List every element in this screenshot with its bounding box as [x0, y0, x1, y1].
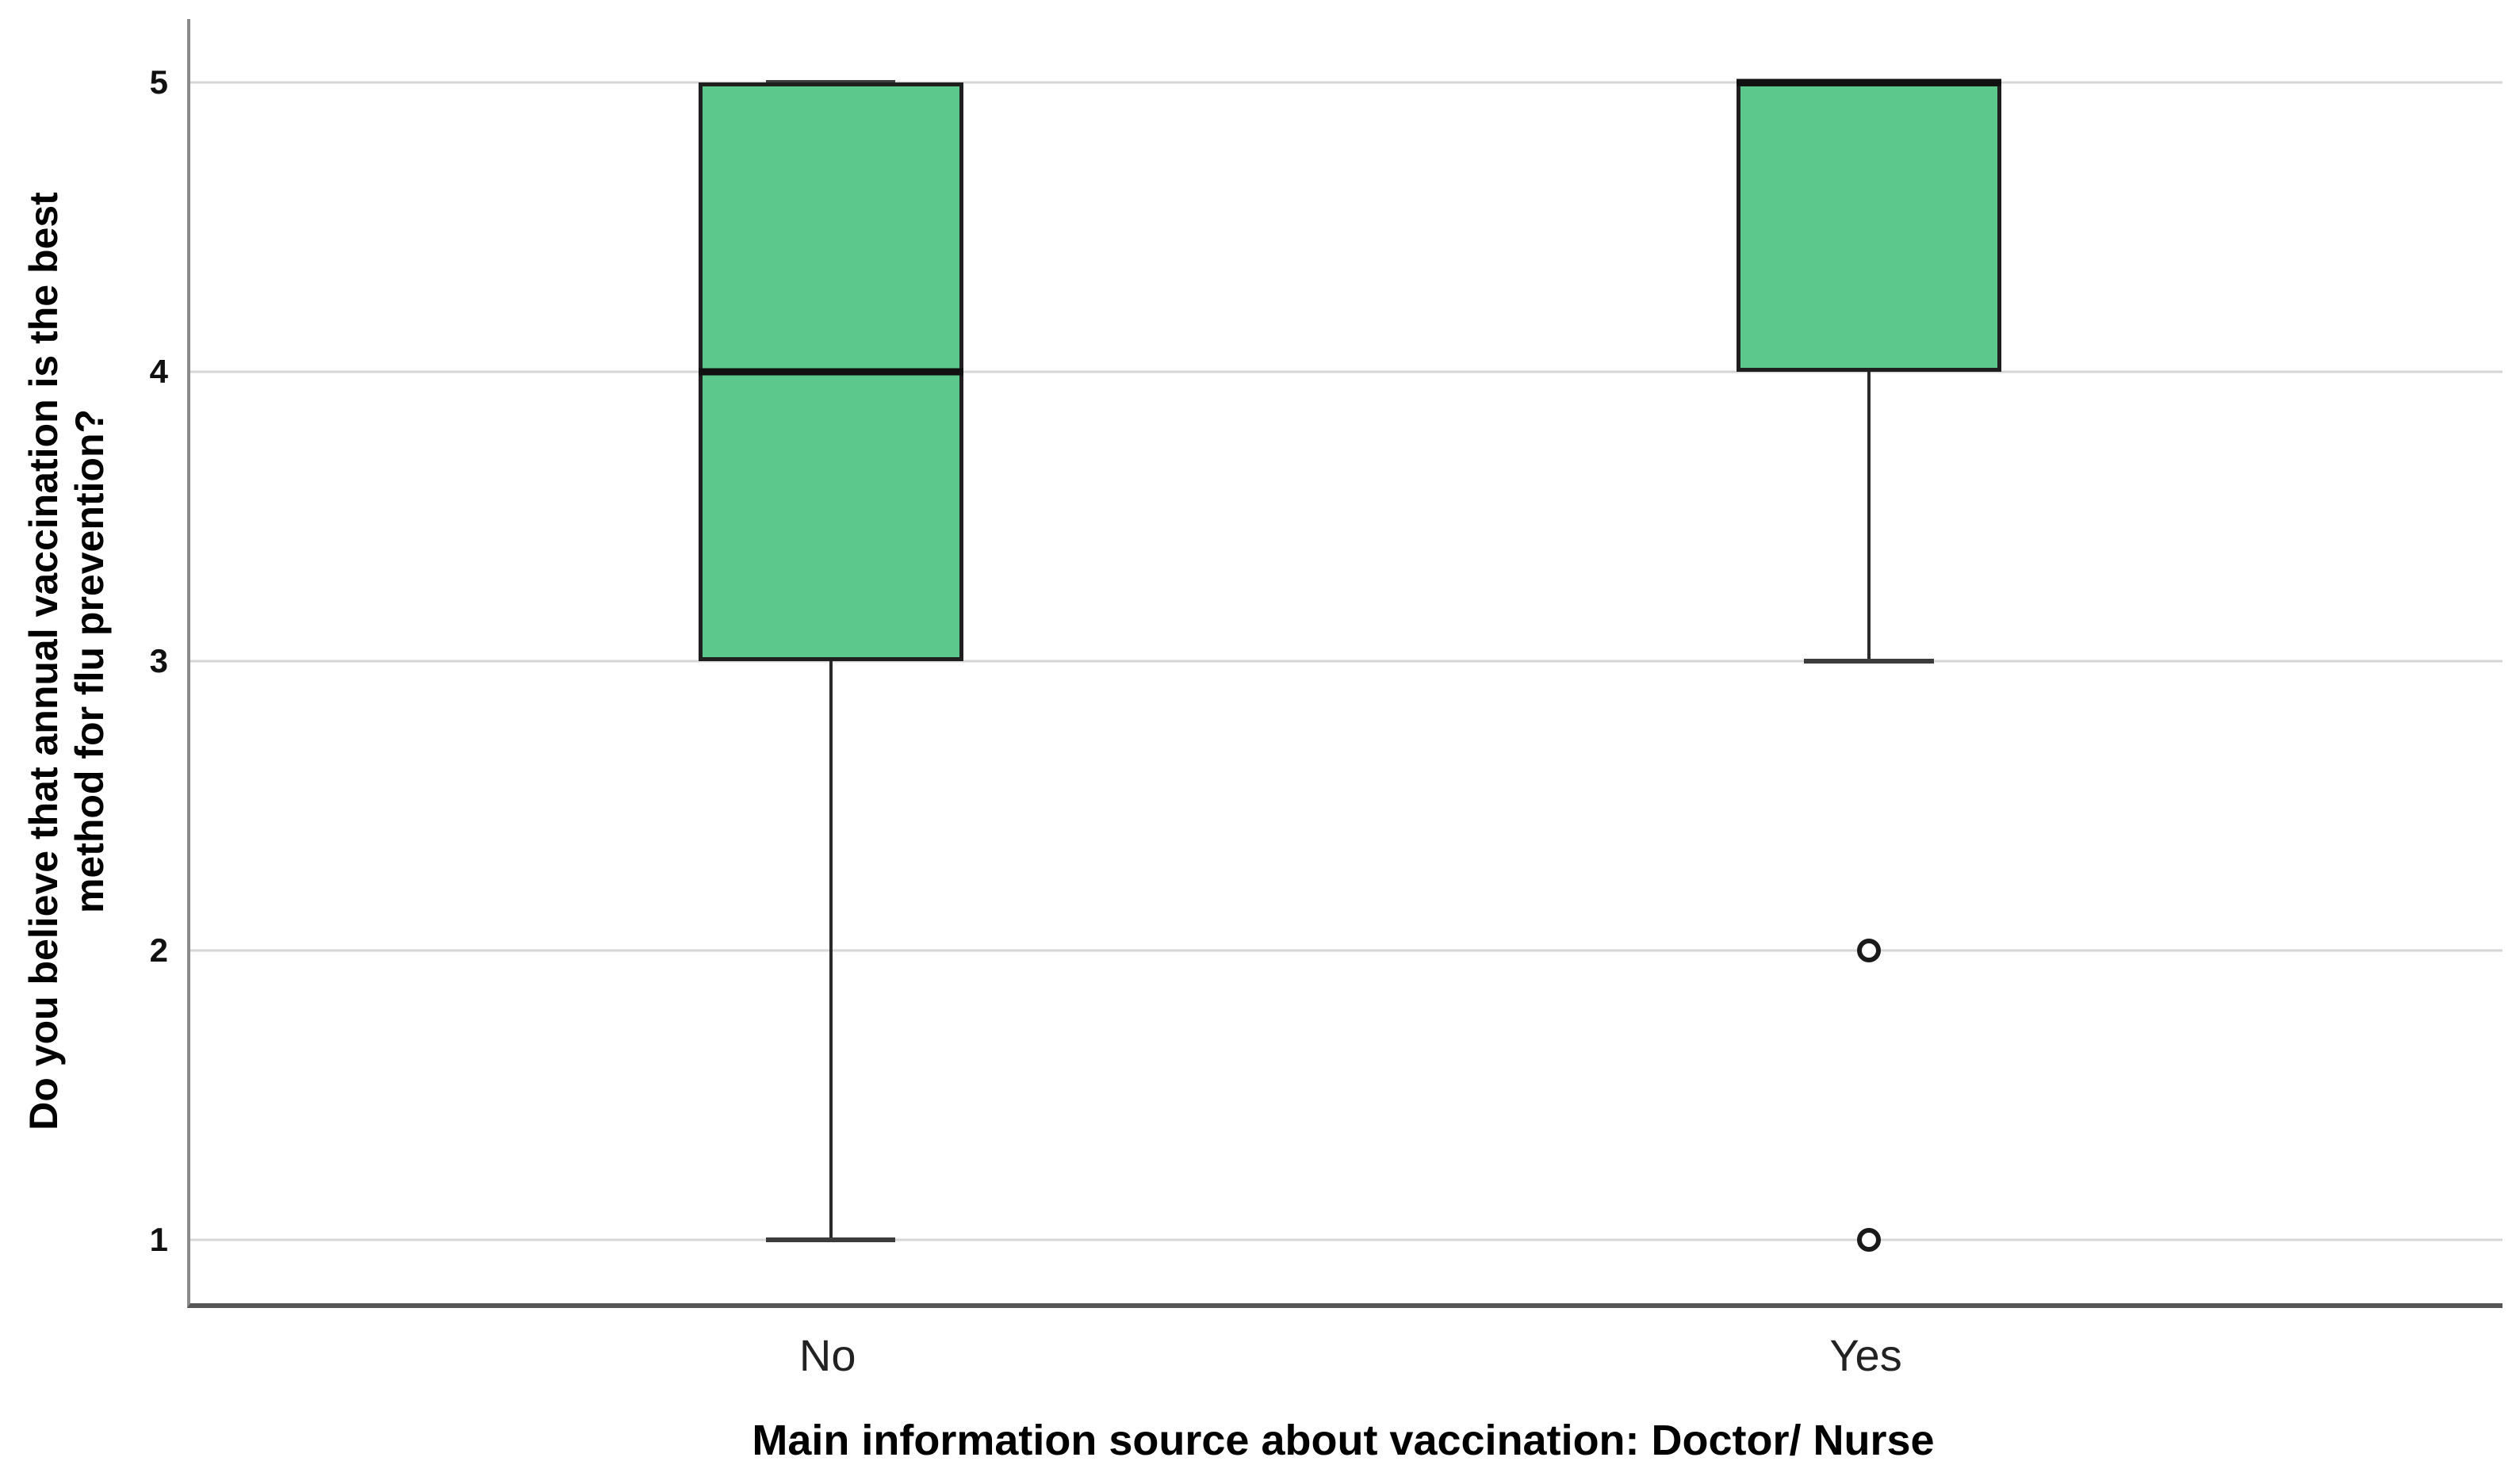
tick-label: 1 [149, 1220, 168, 1258]
outlier-point [1857, 1227, 1882, 1252]
plot-area [187, 19, 2502, 1308]
median-line [698, 368, 963, 376]
category-label-no: No [798, 1330, 856, 1380]
tick-label: 3 [149, 642, 168, 679]
y-axis-ticks: 5 4 3 2 1 [0, 19, 168, 1303]
box-rect-yes [1737, 82, 2001, 373]
x-axis-categories: No Yes [187, 1333, 2499, 1389]
outlier-point [1857, 938, 1882, 962]
x-axis-title: Main information source about vaccinatio… [752, 1417, 1935, 1464]
lower-whisker-line [829, 661, 833, 1240]
gridline [190, 949, 2502, 952]
lower-whisker-cap [766, 1237, 896, 1242]
lower-whisker-line [1867, 372, 1871, 661]
tick-label: 4 [149, 353, 168, 391]
gridline [190, 1238, 2502, 1241]
tick-label: 2 [149, 931, 168, 969]
category-label-yes: Yes [1829, 1330, 1902, 1380]
gridline [190, 81, 2502, 84]
median-line [1737, 78, 2001, 86]
gridline [190, 370, 2502, 373]
tick-label: 5 [149, 63, 168, 101]
gridline [190, 660, 2502, 663]
lower-whisker-cap [1804, 659, 1934, 664]
